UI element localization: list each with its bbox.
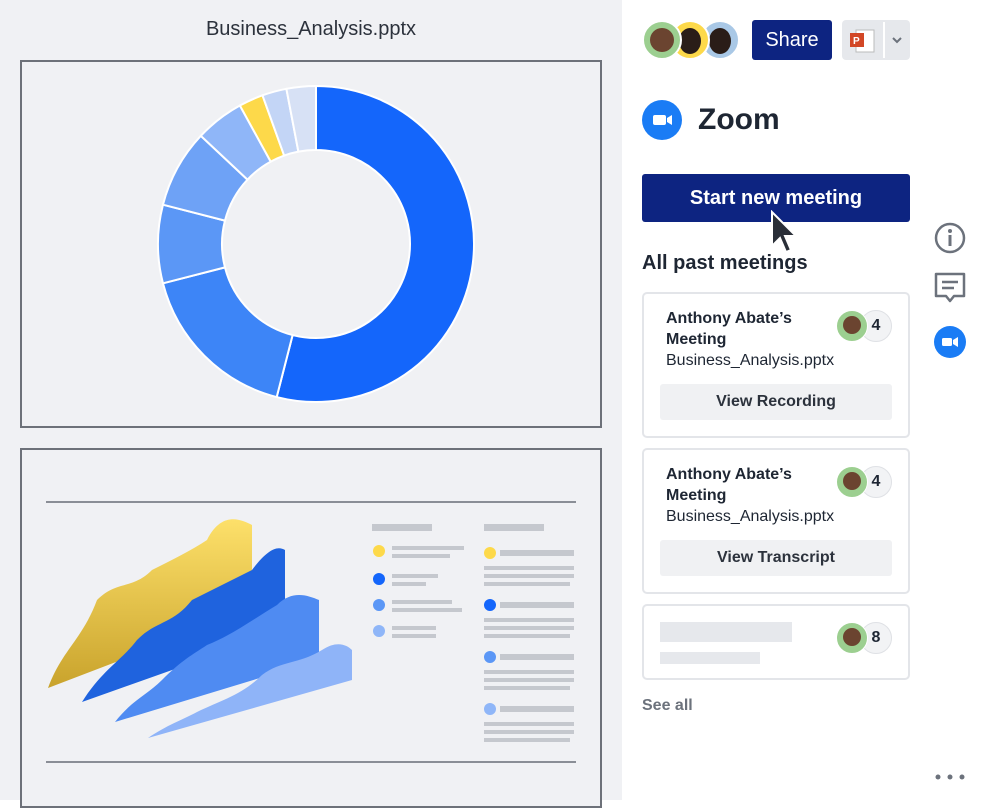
donut-chart [157, 84, 475, 403]
participants[interactable]: 4 [836, 466, 892, 498]
avatar [836, 466, 868, 498]
avatar[interactable] [700, 20, 740, 60]
slide-1[interactable] [20, 60, 602, 428]
participant-count: 4 [860, 310, 892, 342]
avatar [836, 310, 868, 342]
meeting-title: Anthony Abate’s Meeting [666, 310, 792, 348]
meeting-card: Anthony Abate’s Meeting Business_Analysi… [642, 448, 910, 594]
view-recording-button[interactable]: View Recording [660, 384, 892, 420]
zoom-app-icon[interactable] [932, 324, 968, 360]
document-title: Business_Analysis.pptx [205, 18, 417, 40]
powerpoint-icon: P [850, 22, 902, 58]
meeting-card: Anthony Abate’s Meeting Business_Analysi… [642, 292, 910, 438]
meeting-file: Business_Analysis.pptx [666, 508, 835, 525]
more-options-icon[interactable] [932, 760, 968, 796]
placeholder-line [660, 652, 760, 664]
open-in-app-button[interactable]: P [842, 20, 910, 60]
meeting-card-placeholder: 8 [642, 604, 910, 680]
comment-icon[interactable] [932, 270, 968, 306]
slide-2[interactable] [20, 448, 602, 808]
placeholder-line [660, 622, 792, 642]
donut-slice [285, 84, 317, 153]
participants[interactable]: 8 [836, 622, 892, 654]
see-all-link[interactable]: See all [642, 697, 693, 714]
avatar[interactable] [642, 20, 682, 60]
zoom-icon [642, 100, 682, 140]
participants[interactable]: 4 [836, 310, 892, 342]
side-panel: Share P Zoom Start new meeting All past … [622, 0, 990, 800]
cursor-icon [771, 210, 799, 254]
view-transcript-button[interactable]: View Transcript [660, 540, 892, 576]
donut-slice [161, 266, 294, 399]
meeting-title: Anthony Abate’s Meeting [666, 466, 792, 504]
chevron-down-icon [892, 37, 902, 44]
meeting-file: Business_Analysis.pptx [666, 352, 835, 369]
past-meetings-heading: All past meetings [642, 252, 808, 274]
avatar [836, 622, 868, 654]
info-icon[interactable] [932, 220, 968, 256]
document-preview: Business_Analysis.pptx [0, 0, 622, 808]
share-button[interactable]: Share [752, 20, 832, 60]
area-chart-illustration [46, 501, 576, 763]
panel-title: Zoom [698, 103, 780, 136]
start-new-meeting-button[interactable]: Start new meeting [642, 174, 910, 222]
svg-text:P: P [853, 36, 860, 47]
donut-slice [275, 84, 475, 403]
